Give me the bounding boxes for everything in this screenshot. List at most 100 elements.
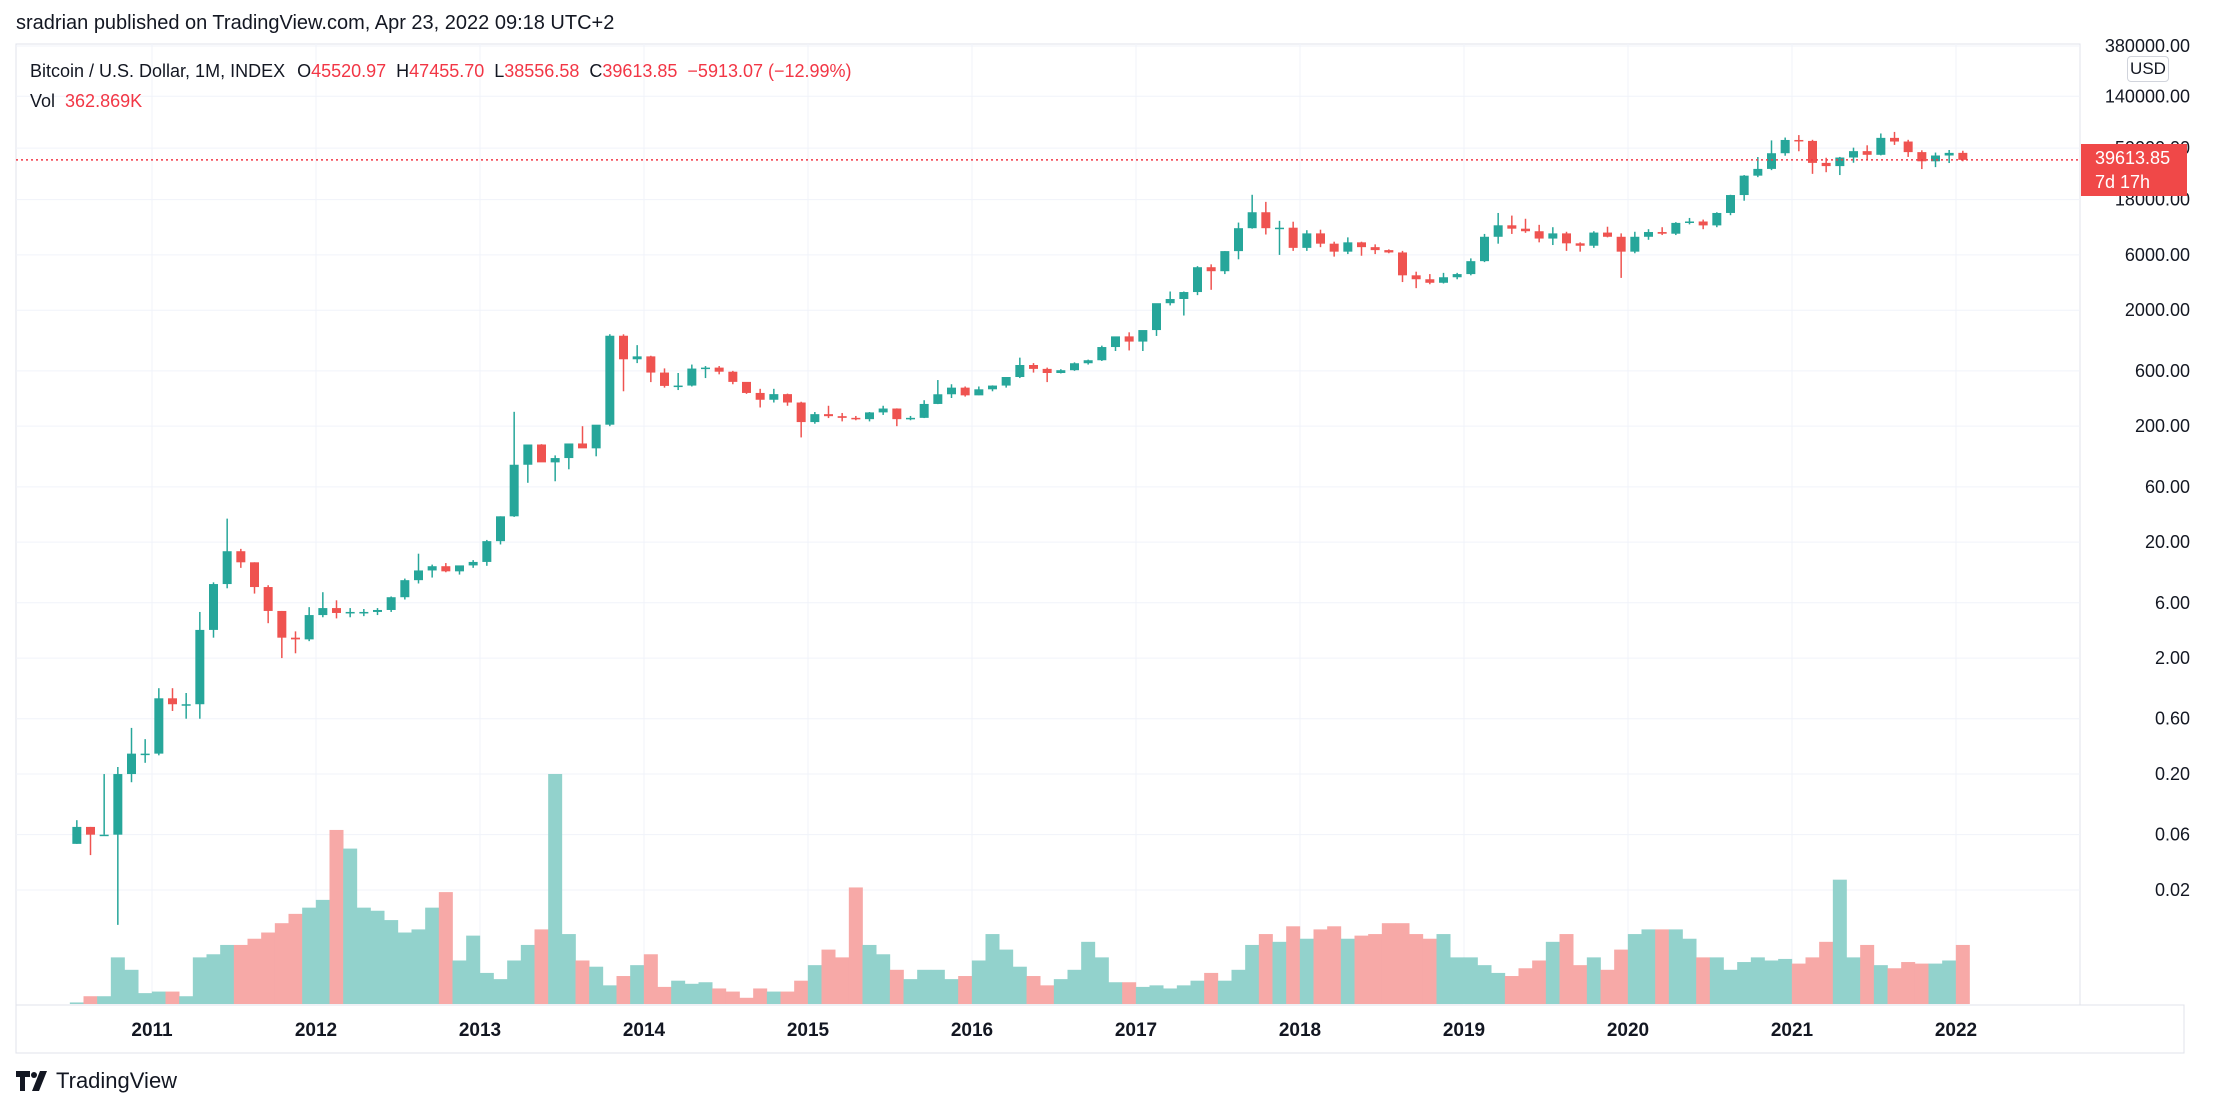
candle-body [1152,303,1161,331]
y-tick-label: 6.00 [2155,593,2190,613]
candle-body [1862,151,1872,155]
volume-bar [794,980,809,1004]
candle-body [851,417,861,420]
candle-body [1480,236,1489,262]
volume-bar [698,982,713,1004]
candle-body [1206,267,1216,272]
candle-body [810,414,820,423]
candle-body [1685,221,1694,223]
candle-body [1616,236,1626,252]
volume-bar [356,907,371,1004]
time-axis-frame [15,1004,2185,1054]
volume-bar [1286,926,1301,1004]
symbol-title[interactable]: Bitcoin / U.S. Dollar, 1M, INDEX [30,61,286,81]
candle-body [1070,363,1079,371]
candle-body [1398,252,1407,276]
volume-bar [411,929,426,1004]
candle-body [1630,236,1640,252]
volume-bar [179,996,194,1004]
volume-bar [1723,969,1738,1004]
candle-body [1944,152,1954,156]
candle-body [140,753,150,756]
candle-body [1288,227,1298,248]
volume-bar [903,979,918,1004]
y-tick-label: 2.00 [2155,648,2190,668]
candle-body [1917,152,1927,162]
candle-body [1316,233,1325,244]
candle-body [1780,139,1790,154]
candle-body [550,458,560,463]
candle-body [127,753,136,775]
volume-bar [1081,941,1096,1004]
candle-body [988,385,997,390]
volume-bar [1709,957,1724,1004]
volume-bar [1614,949,1629,1004]
candle-body [687,368,697,386]
open-label: O [297,61,312,81]
candle-body [1876,137,1886,155]
candle-body [386,597,396,610]
high-label: H [396,61,410,81]
y-tick-label: 200.00 [2135,416,2190,436]
candle-body [714,367,724,372]
candle-body [1903,141,1913,153]
candle-body [1739,175,1749,196]
volume-bar [1532,960,1547,1004]
volume-bar [1955,944,1970,1004]
candle-body [1493,225,1503,237]
candle-body [1931,155,1940,162]
x-tick-label: 2014 [623,1020,666,1041]
candle-body [332,608,341,613]
volume-bar [1149,985,1164,1004]
low-value: 38556.58 [504,61,580,81]
volume-bar [1272,941,1287,1004]
volume-bar [1832,879,1847,1004]
tradingview-logo[interactable]: TradingView [16,1068,177,1094]
candle-body [1042,368,1052,374]
volume-bar [302,907,317,1004]
currency-badge[interactable]: USD [2127,56,2169,82]
candle-body [783,394,792,403]
candle-body [537,444,546,463]
candle-body [1835,157,1845,167]
x-tick-label: 2013 [459,1020,501,1041]
candle-body [1698,221,1708,226]
candle-body [1220,251,1230,272]
volume-bar [493,979,508,1004]
volume-bar [534,929,549,1004]
volume-bar [397,932,412,1004]
volume-bar [1231,969,1246,1004]
candle-body [1056,370,1066,374]
candle-body [496,516,505,542]
candle-body [892,408,902,420]
volume-bar [889,969,904,1004]
volume-bar [1368,934,1383,1004]
y-tick-label: 0.20 [2155,764,2190,784]
candle-body [1425,279,1435,283]
candle-body [837,416,847,418]
volume-bar [1026,976,1041,1004]
candle-body [660,372,669,386]
volume-bar [1354,935,1369,1004]
volume-bar [438,892,453,1004]
candle-body [769,394,779,400]
candle-body [960,387,970,396]
volume-bar [220,944,235,1004]
x-tick-label: 2016 [951,1020,993,1041]
volume-bar [1819,941,1834,1004]
volume-bar [69,1002,84,1004]
volume-bar [192,957,207,1004]
candle-body [878,408,888,413]
volume-bar [247,938,262,1004]
volume-bar [1163,988,1178,1004]
close-label: C [589,61,603,81]
candle-body [742,381,751,393]
candle-body [933,394,943,404]
candle-body [1466,261,1476,275]
candle-body [345,611,355,614]
volume-bar [520,944,535,1004]
volume-bar [329,829,344,1004]
candle-body [72,826,82,844]
candle-body [1452,274,1462,278]
